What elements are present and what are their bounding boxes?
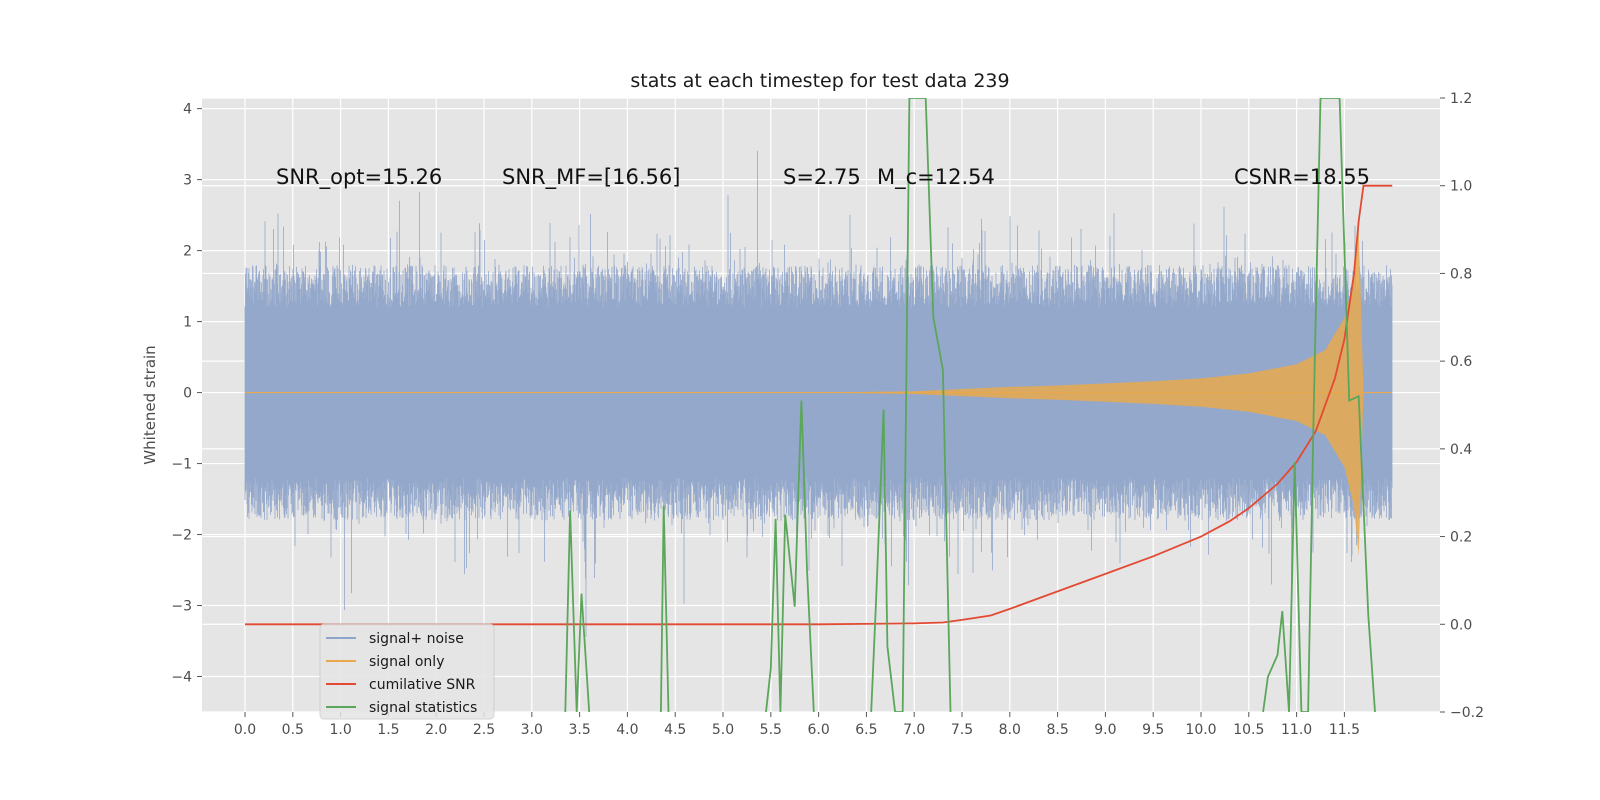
x-tick-label: 5.0 [712,722,734,738]
x-tick-label: 2.5 [473,722,495,738]
x-tick-label: 8.5 [1046,722,1068,738]
x-tick-label: 11.0 [1281,722,1312,738]
x-tick-label: 6.0 [807,722,829,738]
signal-statistics-line [870,98,952,712]
legend-label-signal-only: signal only [369,654,444,670]
y2-tick-label: 0.6 [1450,354,1472,370]
legend: signal+ noise signal only cumilative SNR… [319,623,495,720]
y2-tick-label: 1.0 [1450,179,1472,195]
y-tick-label: 2 [183,244,192,260]
y-tick-label: 1 [183,315,192,331]
annotation-snr-mf: SNR_MF=[16.56] [502,165,680,190]
annotations: SNR_opt=15.26 SNR_MF=[16.56] S=2.75 M_c=… [276,165,1370,190]
x-tick-label: 10.0 [1185,722,1216,738]
legend-label-signal-noise: signal+ noise [369,631,464,647]
y-tick-label: 3 [183,173,192,189]
y-axis-label: Whitened strain [141,345,159,464]
x-tick-label: 1.0 [329,722,351,738]
annotation-mc: M_c=12.54 [877,165,995,190]
x-tick-label: 4.0 [616,722,638,738]
signal-statistics-series [564,98,1376,712]
x-tick-label: 7.5 [951,722,973,738]
y-tick-label: −3 [171,599,192,615]
x-tick-label: 3.5 [568,722,590,738]
y-axis-left: 4 3 2 1 0 −1 −2 −3 −4 [171,102,202,686]
y-tick-label: −2 [171,528,192,544]
annotation-csnr: CSNR=18.55 [1234,165,1370,189]
y-tick-label: 0 [183,386,192,402]
x-tick-label: 9.0 [1094,722,1116,738]
x-tick-label: 5.5 [760,722,782,738]
y-tick-label: −1 [171,457,192,473]
signal-statistics-line [660,505,670,712]
cumulative-snr-series [245,184,1393,626]
x-tick-label: 11.5 [1329,722,1360,738]
signal-only-series [245,229,1393,556]
y2-tick-label: 0.0 [1450,617,1472,633]
signal-statistics-line [765,400,815,712]
x-tick-label: 2.0 [425,722,447,738]
x-tick-label: 3.0 [521,722,543,738]
y-axis-right: 1.2 1.0 0.8 0.6 0.4 0.2 0.0 −0.2 [1440,91,1484,721]
x-tick-label: 1.5 [377,722,399,738]
x-tick-label: 0.5 [282,722,304,738]
x-tick-label: 7.0 [903,722,925,738]
y-tick-label: −4 [171,670,192,686]
signal-statistics-line [1262,98,1376,712]
legend-box [319,623,495,720]
annotation-s: S=2.75 [783,165,861,189]
y-tick-label: 4 [183,102,192,118]
annotation-snr-opt: SNR_opt=15.26 [276,165,442,190]
y2-tick-label: 0.4 [1450,442,1472,458]
cumulative-snr-line [245,184,1393,626]
legend-label-signal-statistics: signal statistics [369,700,477,716]
signal-statistics-line [564,510,591,712]
chart-title: stats at each timestep for test data 239 [630,70,1009,92]
x-tick-label: 0.0 [234,722,256,738]
x-tick-label: 4.5 [664,722,686,738]
y2-tick-label: 0.2 [1450,530,1472,546]
y2-tick-label: −0.2 [1450,705,1484,721]
x-axis: 0.0 0.5 1.0 1.5 2.0 2.5 3.0 3.5 4.0 4.5 5.0 5.5 6.0 6… [234,712,1360,738]
legend-label-cumulative-snr: cumilative SNR [369,677,476,693]
x-tick-label: 8.0 [999,722,1021,738]
x-tick-label: 9.5 [1142,722,1164,738]
x-tick-label: 6.5 [855,722,877,738]
y2-tick-label: 0.8 [1450,266,1472,282]
y2-tick-label: 1.2 [1450,91,1472,107]
x-tick-label: 10.5 [1233,722,1264,738]
